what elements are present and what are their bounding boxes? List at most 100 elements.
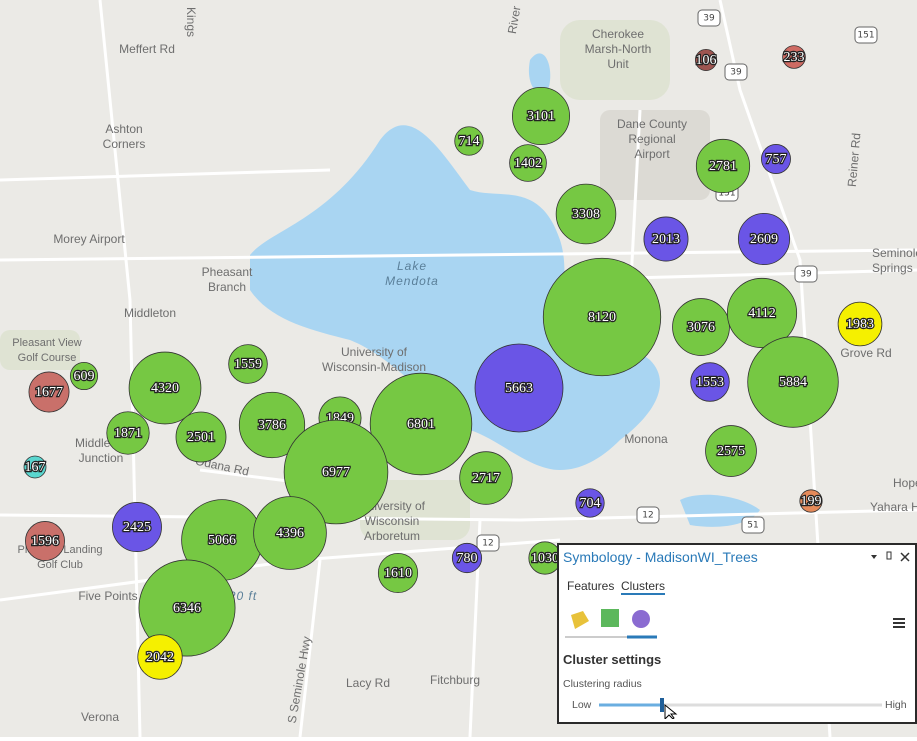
cluster (69, 361, 99, 391)
cluster (690, 362, 730, 402)
cluster (28, 371, 70, 413)
pane-title: Symbology - MadisonWI_Trees (563, 549, 758, 565)
place-label: River (505, 5, 524, 35)
toolbar (565, 609, 905, 639)
cluster (575, 488, 605, 518)
cluster (799, 489, 823, 513)
place-label: Morey Airport (53, 232, 125, 246)
tab[interactable]: Features (567, 579, 615, 593)
shield-label: 39 (730, 68, 742, 78)
cluster (705, 425, 757, 477)
shield-label: 151 (857, 31, 874, 41)
place-label: Mendota (385, 274, 439, 288)
menu[interactable] (893, 618, 905, 628)
place-label: Airport (634, 147, 670, 161)
cursor (664, 703, 678, 719)
cluster (137, 634, 183, 680)
cluster-count: 1677 (35, 385, 63, 400)
slider[interactable] (599, 697, 884, 719)
place-label: Pheasant (202, 265, 253, 279)
tab[interactable]: Clusters (621, 579, 666, 595)
cluster-count: 4396 (276, 526, 304, 541)
cluster-count: 1871 (114, 426, 142, 441)
place-label: Regional (628, 132, 675, 146)
cluster (511, 86, 571, 146)
place-label: Marsh-North (585, 42, 652, 56)
close[interactable] (900, 552, 910, 562)
place-label: Meffert Rd (119, 42, 175, 56)
shield (476, 534, 500, 552)
cluster-count: 2013 (652, 232, 680, 247)
cluster-count: 2717 (472, 471, 500, 486)
cluster (694, 48, 718, 72)
cluster (509, 144, 547, 182)
place-label: Lake (397, 259, 427, 273)
cluster-count: 1983 (846, 317, 874, 332)
cluster (782, 45, 806, 69)
shield (741, 516, 765, 534)
cluster-count: 106 (696, 53, 717, 68)
place-label: Seminole (872, 246, 917, 260)
cluster-count: 714 (459, 134, 480, 149)
shield (854, 26, 878, 44)
place-label: Pleasant View (12, 337, 82, 349)
icon-clusters[interactable] (632, 610, 650, 628)
place-label: Ashton (105, 122, 142, 136)
cluster-count: 2425 (123, 520, 151, 535)
cluster-count: 4112 (748, 306, 775, 321)
cluster-count: 6801 (407, 417, 435, 432)
cluster (369, 372, 473, 476)
cluster (138, 559, 236, 657)
shield (794, 265, 818, 283)
cluster-count: 2042 (146, 650, 174, 665)
cluster (238, 391, 306, 459)
cluster (726, 277, 798, 349)
cluster (106, 411, 150, 455)
pin[interactable] (886, 551, 892, 560)
slider-high: High (885, 699, 907, 711)
cluster-count: 167 (25, 460, 46, 475)
section-heading: Cluster settings (563, 652, 662, 667)
place-label: Springs (872, 261, 913, 275)
cluster (283, 419, 389, 525)
place-label: Hope (893, 476, 917, 490)
highway-shields: 39 39 151 151 39 12 12 51 (476, 9, 878, 552)
cluster (459, 451, 513, 505)
cluster-count: 5884 (779, 375, 807, 390)
cluster (25, 521, 65, 561)
cluster (542, 257, 662, 377)
icon-features[interactable] (571, 611, 589, 629)
slider-thumb[interactable] (660, 698, 664, 712)
place-label: Wisconsin-Madison (322, 360, 426, 374)
icon-symbols[interactable] (601, 609, 619, 627)
place-label: Arboretum (364, 529, 420, 543)
shield-label: 12 (642, 511, 653, 521)
cluster-count: 3308 (572, 207, 600, 222)
clusters: 1030 3101 714 1402 3308 2013 2609 2781 757 106 233… (23, 45, 883, 680)
menu-arrow[interactable] (871, 555, 877, 559)
cluster-count: 6977 (322, 465, 350, 480)
cluster-count: 780 (457, 551, 478, 566)
cluster-count: 3786 (258, 418, 286, 433)
cluster-count: 1402 (514, 156, 542, 171)
cluster (672, 298, 730, 356)
cluster-count: 5663 (505, 381, 533, 396)
place-label: Dane County (617, 117, 687, 131)
cluster (555, 183, 617, 245)
place-label: Kings (184, 7, 198, 37)
cluster (253, 496, 327, 570)
place-label: Lacy Rd (346, 676, 390, 690)
place-label: Monona (624, 432, 668, 446)
slider-low: Low (572, 699, 592, 711)
cluster (23, 455, 47, 479)
place-label: Branch (208, 280, 246, 294)
shield (697, 9, 721, 27)
cluster-count: 757 (766, 152, 787, 167)
cluster (761, 144, 791, 174)
cluster-count: 609 (74, 369, 95, 384)
place-label: University of (341, 345, 408, 359)
cluster-count: 5066 (208, 533, 236, 548)
cluster-count: 8120 (588, 310, 616, 325)
